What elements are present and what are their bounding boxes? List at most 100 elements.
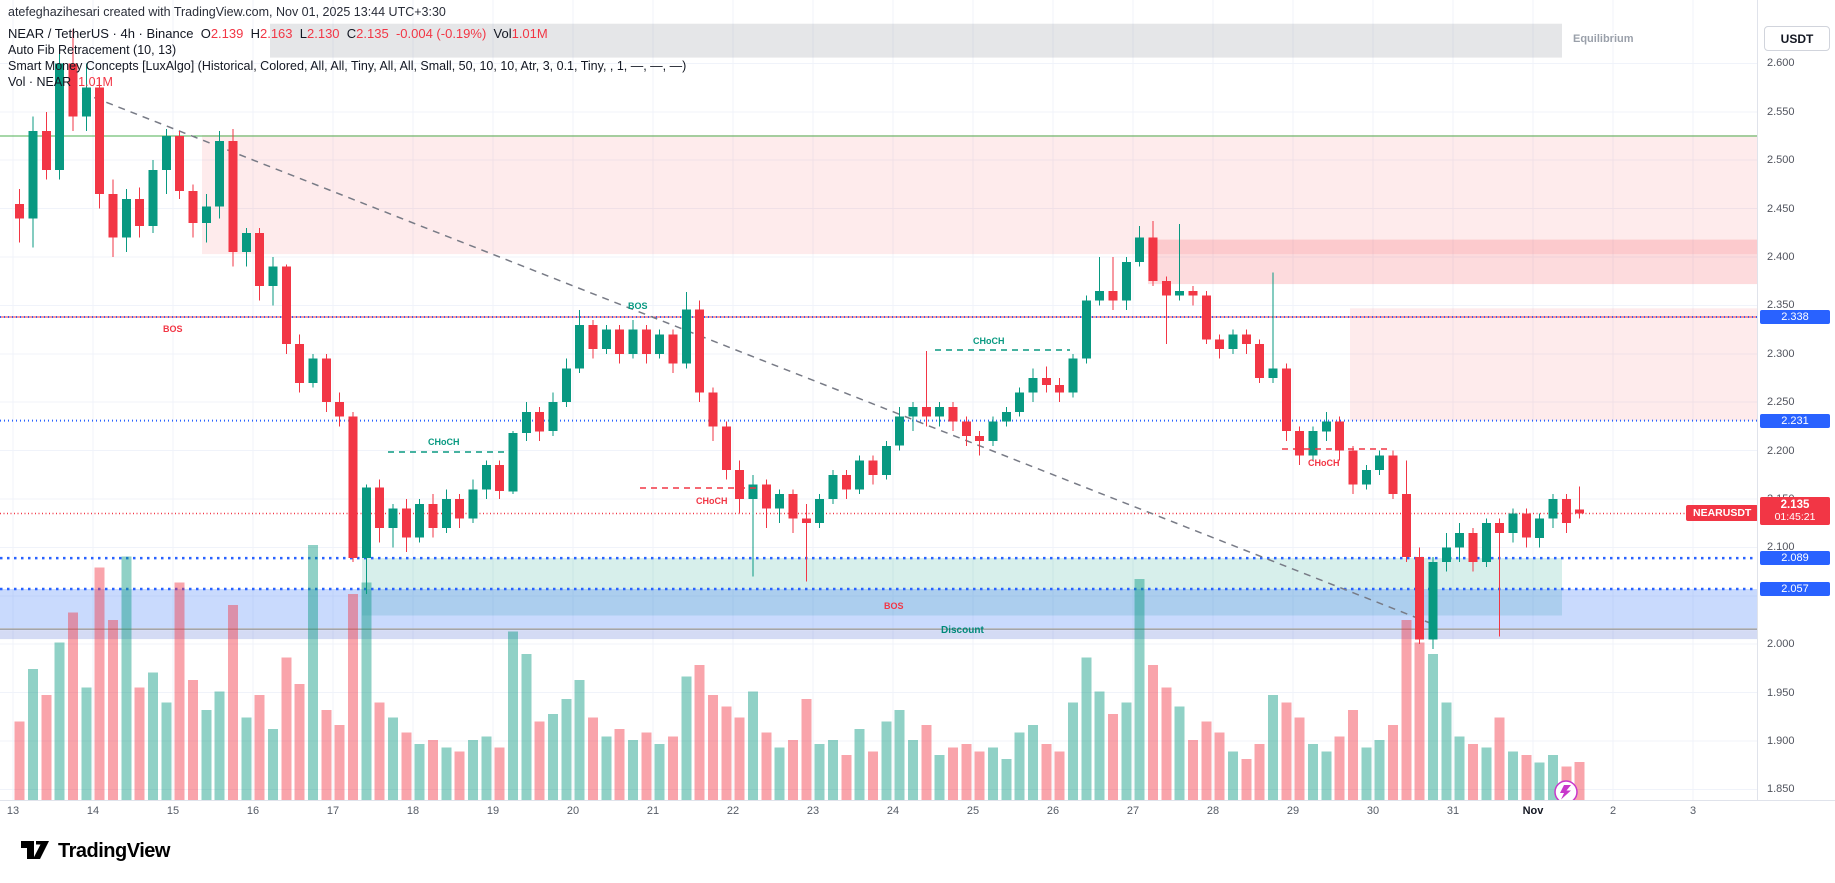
candle (695, 300, 705, 403)
annotation-label-choch: CHoCH (696, 496, 728, 506)
price-tick: 1.950 (1767, 686, 1795, 699)
candle (841, 470, 851, 499)
demand-zone-blue (0, 589, 1757, 628)
legend-smc-row[interactable]: Smart Money Concepts [LuxAlgo] (Historic… (8, 59, 687, 73)
tradingview-logo-icon (21, 841, 49, 859)
candle (428, 494, 438, 538)
price-tick: 2.600 (1767, 57, 1795, 70)
legend-symbol-row[interactable]: NEAR / TetherUS · 4h · Binance O2.139 H2… (8, 26, 686, 42)
time-tick: 21 (646, 805, 660, 817)
candle (1175, 224, 1185, 301)
candle (415, 499, 425, 543)
candle (188, 184, 198, 238)
candle (1001, 407, 1011, 427)
time-tick: 27 (1126, 805, 1140, 817)
volume-bar (841, 755, 852, 800)
candle (1215, 334, 1225, 359)
candle (681, 291, 691, 369)
volume-bar (588, 717, 598, 800)
candle (1068, 353, 1078, 398)
volume-bar (721, 706, 732, 800)
levels (0, 135, 1757, 630)
annotation-label-choch: CHoCH (428, 437, 460, 447)
candle (121, 189, 131, 253)
price-tick: 2.000 (1767, 638, 1795, 651)
candle (15, 189, 25, 243)
candle (441, 489, 451, 533)
annotation-label-choch: CHoCH (973, 336, 1005, 346)
volume-bar (174, 582, 185, 800)
legend-fib-row[interactable]: Auto Fib Retracement (10, 13) (8, 43, 177, 57)
price-tick: 2.350 (1767, 299, 1795, 312)
candle (868, 455, 878, 485)
volume-bar (348, 593, 358, 800)
volume-bar (1494, 717, 1505, 800)
volume-bar (334, 725, 345, 800)
flash-marker-icon[interactable] (1554, 780, 1578, 800)
candle (1161, 276, 1171, 345)
volume-bar (948, 747, 958, 800)
candle (935, 402, 945, 427)
premium-strip (270, 23, 1562, 58)
volume-bar (308, 545, 318, 800)
time-tick: 14 (86, 805, 100, 817)
candle (615, 324, 625, 364)
candle (1041, 366, 1051, 393)
volume-bar (1268, 695, 1278, 800)
volume-bar (214, 691, 225, 800)
volume-bar (614, 728, 625, 800)
volume-bar (1108, 713, 1118, 800)
price-tick: 2.400 (1767, 251, 1795, 263)
candle (495, 460, 505, 499)
currency-toggle-button[interactable]: USDT (1764, 26, 1830, 51)
candle (28, 116, 38, 248)
volume-bar (1054, 751, 1065, 800)
candles (15, 29, 1585, 649)
volume-bar (1401, 620, 1412, 800)
price-axis[interactable]: USDT 2.135 01:45:21 2.600 2.550 2.500 2.450… (1757, 0, 1835, 800)
candle (1095, 257, 1105, 306)
candle (1495, 518, 1505, 637)
volume-bar (1148, 665, 1158, 800)
time-tick: 2 (1609, 805, 1617, 817)
chart-canvas[interactable]: BOS BOS CHoCH CHoCH CHoCH CHoCH BOS Discount Equ… (0, 0, 1757, 800)
volume-bar (481, 736, 492, 800)
candle (1348, 445, 1358, 495)
volume-bar (921, 725, 932, 800)
candle (161, 129, 171, 195)
candle (1468, 528, 1478, 572)
volume-bar (1374, 740, 1385, 800)
tradingview-logo[interactable]: TradingView (20, 838, 170, 864)
volume-bar (774, 747, 785, 800)
candle (1481, 518, 1491, 567)
time-tick: 23 (806, 805, 820, 817)
candle (1361, 465, 1371, 490)
candle (1228, 329, 1238, 354)
candle (1295, 426, 1305, 466)
annotation-label-bos: BOS (163, 324, 183, 334)
candle (708, 387, 718, 441)
low-label: L (299, 26, 307, 41)
volume-bar (1068, 702, 1078, 800)
volume-bar (814, 743, 825, 800)
volume-bar (1481, 747, 1492, 800)
volume-bar (388, 717, 398, 800)
time-axis[interactable]: 13 14 15 16 17 18 19 20 21 22 23 24 25 26 27 28 29 30 31 No… (0, 800, 1835, 822)
high-label: H (250, 26, 260, 41)
volume-bar (161, 702, 172, 800)
candle (401, 499, 411, 553)
volume-bar (1094, 691, 1105, 800)
volume-bar (228, 605, 238, 800)
time-tick: 20 (566, 805, 580, 817)
candle (295, 334, 305, 393)
candle (895, 407, 905, 451)
volume-bar (628, 740, 638, 800)
candle (1028, 368, 1038, 403)
volume-bar (1121, 702, 1132, 800)
legend-volume-row[interactable]: Vol · NEAR 1.01M (8, 74, 686, 90)
candle (1108, 257, 1118, 311)
candle (828, 470, 838, 504)
volume-bar (894, 710, 905, 800)
candle (641, 324, 651, 364)
footer: TradingView (0, 821, 1835, 883)
